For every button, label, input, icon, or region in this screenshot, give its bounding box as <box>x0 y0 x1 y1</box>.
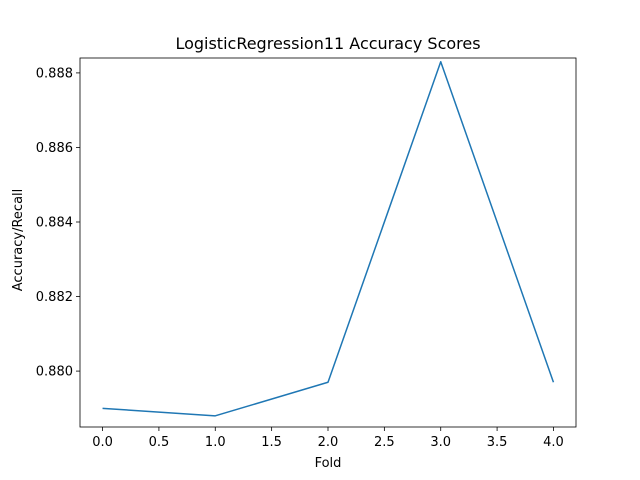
x-tick-label: 3.5 <box>487 435 508 450</box>
x-tick-label: 2.5 <box>374 435 395 450</box>
x-tick-label: 0.5 <box>149 435 170 450</box>
x-tick-label: 0.0 <box>92 435 113 450</box>
axes-frame <box>79 57 577 428</box>
x-tick-label: 1.0 <box>205 435 226 450</box>
y-tick-label: 0.888 <box>36 66 73 81</box>
x-tick-label: 4.0 <box>543 435 564 450</box>
y-tick-label: 0.886 <box>36 141 73 156</box>
y-axis-label: Accuracy/Recall <box>11 189 26 292</box>
x-tick-label: 2.0 <box>318 435 339 450</box>
chart-title: LogisticRegression11 Accuracy Scores <box>175 34 480 53</box>
y-tick-label: 0.882 <box>36 290 73 305</box>
x-tick-label: 1.5 <box>261 435 282 450</box>
series-line <box>102 60 555 417</box>
plot-area: 0.0 0.5 1.0 1.5 2.0 2.5 3.0 3.5 4.0 0.880 0.882 0.8… <box>36 57 577 450</box>
x-tick-label: 3.0 <box>430 435 451 450</box>
y-tick-label: 0.880 <box>36 365 73 380</box>
x-axis-label: Fold <box>315 456 342 471</box>
y-tick-label: 0.884 <box>36 216 73 231</box>
